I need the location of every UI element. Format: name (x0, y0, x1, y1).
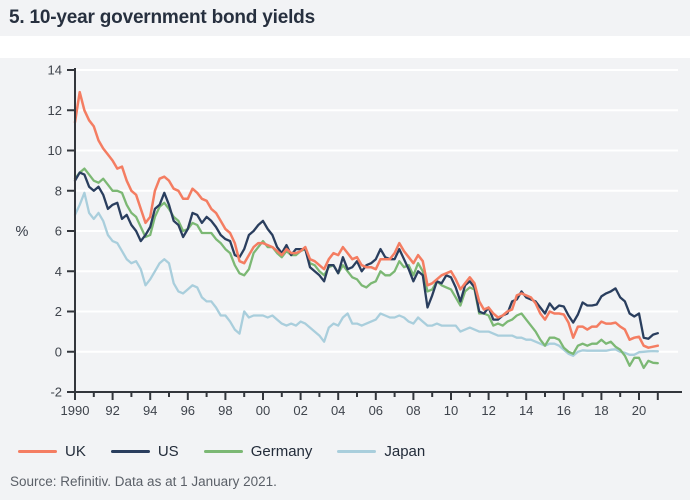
x-tick-label: 00 (256, 403, 270, 418)
x-tick-label: 18 (594, 403, 608, 418)
uk-line-swatch (18, 449, 57, 453)
x-tick-label: 14 (519, 403, 533, 418)
x-tick-label: 10 (444, 403, 458, 418)
y-tick-label: 12 (48, 103, 62, 118)
y-tick-label: 6 (55, 224, 62, 239)
page-title: 5. 10-year government bond yields (9, 7, 315, 28)
legend-label-us: US (157, 442, 179, 460)
series-line-us (73, 171, 659, 340)
chart-legend: UK US Germany Japan (18, 442, 450, 460)
legend-item-germany: Germany (203, 442, 313, 460)
legend-item-japan: Japan (337, 443, 425, 460)
legend-item-uk: UK (18, 443, 86, 460)
y-tick-label: 0 (55, 344, 62, 359)
y-tick-label: 8 (55, 183, 62, 198)
x-tick-label: 04 (331, 403, 345, 418)
legend-item-us: US (110, 442, 179, 460)
y-tick-label: 14 (48, 63, 62, 78)
x-tick-label: 1990 (61, 403, 90, 418)
x-tick-label: 16 (557, 403, 571, 418)
x-tick-label: 02 (293, 403, 307, 418)
x-tick-label: 94 (143, 403, 157, 418)
germany-line-swatch (203, 449, 243, 453)
y-tick-label: 2 (55, 304, 62, 319)
y-axis-label-percent: % (16, 224, 29, 240)
x-tick-label: 12 (481, 403, 495, 418)
chart-card: 14 12 10 8 6 4 2 0 -2 1990 92 94 96 98 00 02 04 06 08 10 12 1… (0, 58, 690, 500)
x-tick-label: 96 (181, 403, 195, 418)
series-line-japan (73, 191, 659, 357)
source-note: Source: Refinitiv. Data as at 1 January … (10, 474, 277, 489)
series-line-uk (73, 90, 660, 349)
us-line-swatch (110, 449, 150, 453)
x-tick-label: 06 (369, 403, 383, 418)
x-tick-label: 92 (105, 403, 119, 418)
x-tick-label: 08 (406, 403, 420, 418)
legend-label-japan: Japan (384, 442, 426, 460)
legend-label-uk: UK (65, 442, 86, 460)
x-tick-label: 20 (632, 403, 646, 418)
japan-line-swatch (337, 449, 377, 453)
title-strip: 5. 10-year government bond yields (0, 0, 690, 36)
legend-label-germany: Germany (250, 442, 313, 460)
y-tick-label: 10 (48, 143, 62, 158)
x-tick-label: 98 (218, 403, 232, 418)
y-tick-label: 4 (55, 264, 62, 279)
y-tick-label: -2 (50, 385, 62, 400)
